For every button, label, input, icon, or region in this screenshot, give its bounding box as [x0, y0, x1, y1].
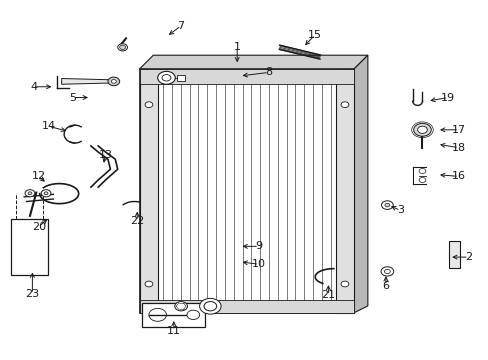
Text: 21: 21 [321, 291, 335, 301]
Circle shape [381, 201, 392, 210]
Circle shape [44, 192, 48, 195]
Circle shape [145, 281, 153, 287]
Circle shape [118, 44, 127, 51]
Circle shape [162, 75, 170, 81]
Text: 22: 22 [130, 216, 144, 226]
Bar [152, 78, 341, 304]
Circle shape [120, 45, 125, 49]
Circle shape [145, 102, 153, 108]
Text: 13: 13 [98, 150, 112, 160]
Circle shape [149, 309, 166, 321]
Bar [142, 303, 205, 327]
Text: 19: 19 [440, 93, 454, 103]
Circle shape [158, 71, 175, 84]
Circle shape [41, 190, 51, 197]
Circle shape [340, 102, 348, 108]
Circle shape [186, 310, 199, 319]
Bar [177, 75, 184, 81]
Text: 16: 16 [451, 171, 465, 181]
Text: 15: 15 [307, 30, 322, 40]
Circle shape [413, 123, 430, 136]
Circle shape [28, 192, 32, 195]
Text: 23: 23 [25, 289, 40, 299]
Bar [140, 300, 353, 313]
Circle shape [418, 177, 425, 183]
Text: 6: 6 [382, 281, 388, 291]
Circle shape [418, 168, 425, 174]
Polygon shape [140, 55, 367, 69]
Text: 7: 7 [177, 21, 184, 31]
Bar [11, 220, 48, 275]
Text: 3: 3 [396, 206, 403, 216]
Text: 11: 11 [166, 325, 181, 336]
Text: 17: 17 [451, 125, 465, 135]
Circle shape [199, 298, 221, 314]
Circle shape [384, 269, 389, 274]
Text: 4: 4 [30, 82, 38, 92]
Text: 10: 10 [252, 259, 265, 269]
Text: 1: 1 [233, 42, 240, 52]
Circle shape [174, 302, 187, 311]
Text: 5: 5 [69, 93, 76, 103]
Circle shape [203, 302, 216, 311]
Text: 8: 8 [265, 67, 272, 77]
Text: 9: 9 [255, 241, 262, 251]
Bar [140, 69, 158, 313]
Circle shape [384, 203, 389, 207]
Text: 20: 20 [32, 222, 46, 231]
Bar [448, 241, 459, 268]
Circle shape [25, 190, 35, 197]
Bar [140, 69, 353, 84]
Text: 18: 18 [451, 143, 465, 153]
Polygon shape [61, 78, 118, 84]
Text: 2: 2 [464, 252, 471, 262]
Text: 14: 14 [41, 121, 56, 131]
Circle shape [417, 126, 427, 134]
Circle shape [380, 267, 393, 276]
Polygon shape [353, 55, 367, 313]
Bar [335, 69, 353, 313]
Text: 12: 12 [32, 171, 46, 181]
Circle shape [108, 77, 120, 86]
Bar [140, 69, 353, 313]
Circle shape [111, 80, 116, 83]
Circle shape [340, 281, 348, 287]
